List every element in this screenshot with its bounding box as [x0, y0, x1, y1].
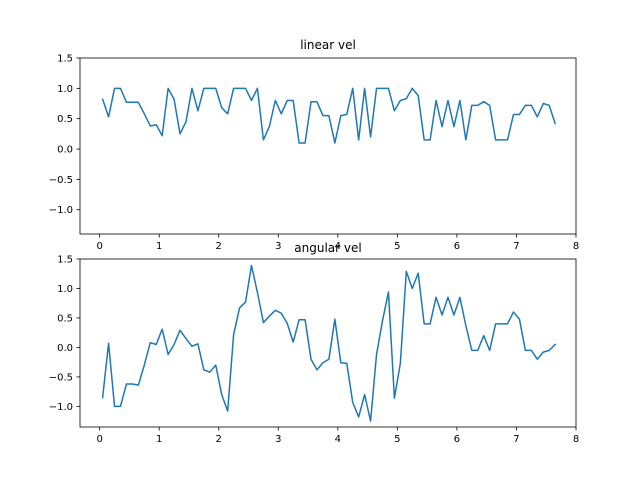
linear-vel-x-tick-label: 3	[275, 241, 281, 252]
angular-vel-y-tick-label: −0.5	[49, 372, 73, 383]
linear-vel-y-ticks: −1.0 −0.5 0.0 0.5 1.0 1.5	[49, 54, 80, 216]
linear-vel-x-ticks: 0 1 2 3 4 5 6 7 8	[96, 234, 579, 252]
angular-vel-x-tick-label: 1	[156, 434, 162, 445]
angular-vel-x-ticks: 0 1 2 3 4 5 6 7 8	[96, 427, 579, 445]
angular-vel-y-tick-label: 1.0	[57, 284, 73, 295]
angular-vel-y-tick-label: 0.0	[57, 343, 73, 354]
linear-vel-x-tick-label: 8	[573, 241, 579, 252]
angular-vel-x-tick-label: 4	[335, 434, 341, 445]
linear-vel-axes: linear vel 0 1 2 3 4 5 6 7 8 −1.0 −0.5 0.0 0.5 1.0 1.…	[49, 38, 579, 252]
angular-vel-x-tick-label: 6	[454, 434, 460, 445]
linear-vel-x-tick-label: 0	[96, 241, 102, 252]
angular-vel-axes: 0 1 2 3 4 5 6 7 8 −1.0 −0.5 0.0 0.5 1.0 1.5 angular v…	[49, 241, 579, 445]
linear-vel-y-tick-label: −1.0	[49, 205, 73, 216]
angular-vel-y-tick-label: −1.0	[49, 402, 73, 413]
angular-vel-x-tick-label: 3	[275, 434, 281, 445]
angular-vel-x-tick-label: 0	[96, 434, 102, 445]
angular-vel-x-tick-label: 7	[513, 434, 519, 445]
linear-vel-y-tick-label: 1.0	[57, 84, 73, 95]
linear-vel-title: linear vel	[300, 38, 356, 52]
linear-vel-x-tick-label: 4	[335, 241, 341, 252]
linear-vel-x-tick-label: 7	[513, 241, 519, 252]
angular-vel-y-ticks: −1.0 −0.5 0.0 0.5 1.0 1.5	[49, 255, 80, 413]
linear-vel-x-tick-label: 2	[216, 241, 222, 252]
angular-vel-x-tick-label: 8	[573, 434, 579, 445]
angular-vel-y-tick-label: 0.5	[57, 313, 73, 324]
linear-vel-y-tick-label: 0.0	[57, 145, 73, 156]
linear-vel-y-tick-label: 0.5	[57, 114, 73, 125]
linear-vel-x-tick-label: 6	[454, 241, 460, 252]
angular-vel-title: angular vel	[294, 241, 361, 255]
angular-vel-plot-frame	[79, 258, 577, 428]
linear-vel-plot-frame	[79, 57, 577, 235]
linear-vel-x-tick-label: 5	[394, 241, 400, 252]
angular-vel-x-tick-label: 5	[394, 434, 400, 445]
linear-vel-y-tick-label: 1.5	[57, 54, 73, 65]
linear-vel-line	[101, 87, 557, 144]
linear-vel-y-tick-label: −0.5	[49, 175, 73, 186]
angular-vel-y-tick-label: 1.5	[57, 255, 73, 266]
linear-vel-x-tick-label: 1	[156, 241, 162, 252]
angular-vel-line	[101, 264, 557, 422]
angular-vel-x-tick-label: 2	[216, 434, 222, 445]
